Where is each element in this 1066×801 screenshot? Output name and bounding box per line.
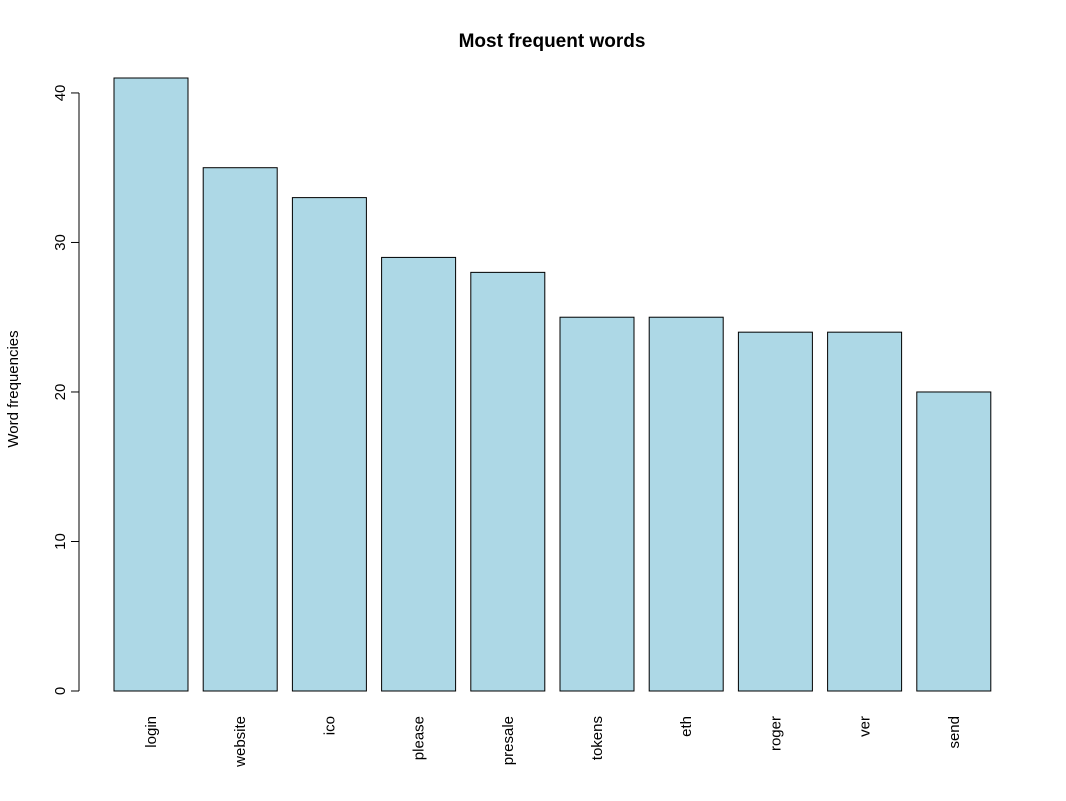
x-tick-label: send xyxy=(946,716,963,749)
bar-ico xyxy=(291,197,367,692)
x-tick-label: website xyxy=(232,716,249,768)
bar-website xyxy=(202,167,278,692)
y-tick-label: 20 xyxy=(52,384,69,401)
y-tick-label: 0 xyxy=(52,687,69,695)
y-tick-label: 40 xyxy=(52,85,69,102)
bar-presale xyxy=(470,271,546,692)
x-tick-label: ico xyxy=(321,716,338,735)
y-tick-label: 10 xyxy=(52,533,69,550)
x-tick-label: ver xyxy=(857,716,874,737)
bar-login xyxy=(113,77,189,692)
x-axis-labels: login website ico please presale tokens eth rog… xyxy=(143,716,963,768)
x-tick-label: login xyxy=(143,716,160,748)
x-tick-label: please xyxy=(411,716,428,760)
bar-series xyxy=(113,77,992,692)
bar-eth xyxy=(648,316,724,692)
x-tick-label: roger xyxy=(767,716,784,751)
x-tick-label: presale xyxy=(500,716,517,765)
bar-send xyxy=(916,391,992,692)
chart-title: Most frequent words xyxy=(459,31,646,52)
y-axis-title: Word frequencies xyxy=(5,330,22,447)
bar-tokens xyxy=(559,316,635,692)
x-tick-label: tokens xyxy=(589,716,606,760)
bar-ver xyxy=(827,331,903,692)
y-tick-label: 30 xyxy=(52,234,69,251)
x-tick-label: eth xyxy=(678,716,695,737)
bar-please xyxy=(381,256,457,692)
bar-roger xyxy=(737,331,813,692)
y-axis: 0 10 20 30 40 xyxy=(52,85,80,695)
